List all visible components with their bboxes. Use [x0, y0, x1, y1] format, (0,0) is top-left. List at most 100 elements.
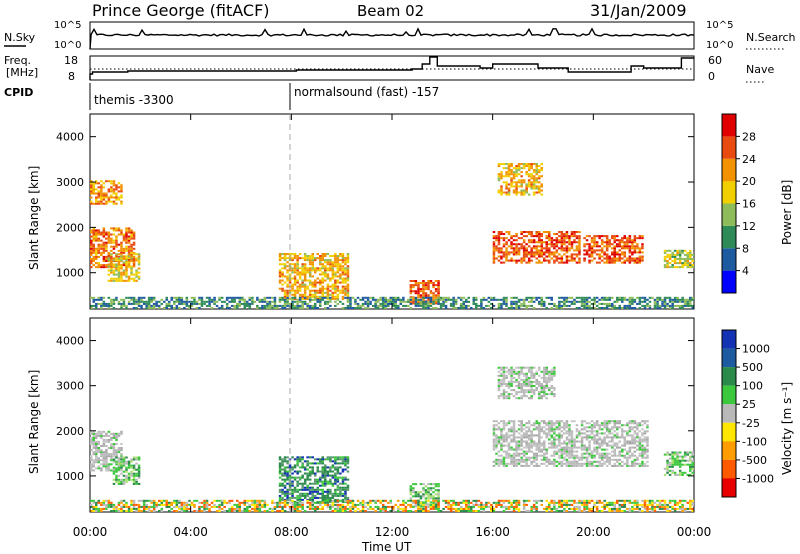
echo-cell	[296, 488, 299, 491]
echo-cell	[532, 247, 536, 250]
echo-cell	[419, 302, 423, 305]
echo-cell	[543, 395, 546, 398]
echo-cell	[462, 302, 466, 305]
echo-cell	[616, 307, 619, 310]
echo-cell	[560, 450, 564, 453]
echo-cell	[384, 302, 387, 305]
echo-cell	[434, 300, 438, 303]
echo-cell	[125, 456, 128, 459]
echo-cell	[512, 376, 516, 379]
echo-cell	[316, 468, 320, 471]
echo-cell	[683, 300, 687, 303]
echo-cell	[631, 300, 634, 303]
echo-cell	[689, 457, 692, 460]
echo-cell	[414, 290, 418, 293]
echo-cell	[532, 422, 536, 425]
echo-cell	[500, 177, 503, 180]
echo-cell	[568, 255, 571, 258]
echo-cell	[238, 296, 242, 299]
echo-cell	[515, 370, 518, 373]
echo-cell	[510, 456, 513, 459]
echo-cell	[97, 266, 101, 269]
echo-cell	[568, 247, 571, 250]
echo-cell	[532, 464, 536, 467]
echo-cell	[115, 253, 118, 256]
echo-cell	[344, 259, 347, 262]
echo-cell	[505, 432, 508, 435]
echo-cell	[122, 503, 126, 506]
echo-cell	[495, 420, 498, 423]
echo-cell	[522, 450, 526, 453]
echo-cell	[616, 428, 619, 431]
echo-cell	[429, 282, 433, 285]
echo-cell	[608, 255, 611, 258]
echo-cell	[540, 233, 544, 236]
echo-cell	[580, 420, 584, 423]
echo-cell	[507, 448, 511, 451]
echo-cell	[125, 229, 128, 232]
echo-cell	[643, 420, 647, 423]
echo-cell	[419, 483, 423, 486]
echo-cell	[326, 458, 330, 461]
echo-cell	[689, 266, 692, 269]
echo-cell	[110, 463, 113, 466]
echo-cell	[243, 300, 247, 303]
echo-cell	[208, 298, 211, 301]
echo-cell	[505, 464, 508, 467]
echo-cell	[293, 466, 297, 469]
echo-cell	[334, 472, 337, 475]
echo-cell	[92, 229, 96, 232]
echo-cell	[105, 233, 108, 236]
echo-cell	[570, 430, 574, 433]
echo-cell	[611, 243, 614, 246]
echo-cell	[384, 304, 387, 307]
echo-cell	[115, 467, 118, 470]
echo-cell	[616, 251, 619, 254]
echo-cell	[95, 235, 98, 238]
echo-cell	[553, 372, 556, 375]
echo-cell	[127, 241, 131, 244]
echo-cell	[296, 476, 299, 479]
echo-cell	[671, 304, 674, 307]
echo-cell	[434, 307, 438, 310]
echo-cell	[512, 307, 516, 310]
echo-cell	[578, 251, 581, 254]
echo-cell	[643, 456, 647, 459]
echo-cell	[555, 243, 559, 246]
echo-cell	[334, 287, 337, 290]
echo-cell	[273, 296, 277, 299]
echo-cell	[550, 376, 554, 379]
echo-cell	[132, 468, 136, 471]
echo-cell	[661, 302, 664, 305]
echo-cell	[515, 233, 518, 236]
echo-cell	[344, 478, 347, 481]
echo-cell	[538, 395, 541, 398]
echo-cell	[595, 241, 599, 244]
echo-cell	[102, 443, 106, 446]
echo-cell	[621, 450, 624, 453]
echo-cell	[233, 307, 236, 310]
echo-cell	[485, 304, 488, 307]
echo-cell	[500, 187, 503, 190]
echo-cell	[278, 464, 282, 467]
echo-cell	[502, 239, 506, 242]
echo-cell	[409, 487, 413, 490]
echo-cell	[530, 167, 533, 170]
echo-cell	[389, 298, 393, 301]
echo-cell	[329, 458, 332, 461]
echo-cell	[633, 426, 637, 429]
echo-cell	[281, 478, 284, 481]
echo-cell	[663, 300, 667, 303]
echo-cell	[517, 444, 521, 447]
echo-cell	[107, 440, 111, 443]
echo-cell	[422, 298, 425, 301]
echo-cell	[100, 507, 103, 510]
echo-cell	[341, 257, 345, 260]
echo-cell	[490, 298, 493, 301]
echo-cell	[530, 300, 533, 303]
colorbar-tick-label: 20	[742, 175, 756, 188]
echo-cell	[344, 476, 347, 479]
echo-cell	[678, 260, 682, 263]
echo-cell	[505, 374, 508, 377]
echo-cell	[112, 447, 116, 450]
